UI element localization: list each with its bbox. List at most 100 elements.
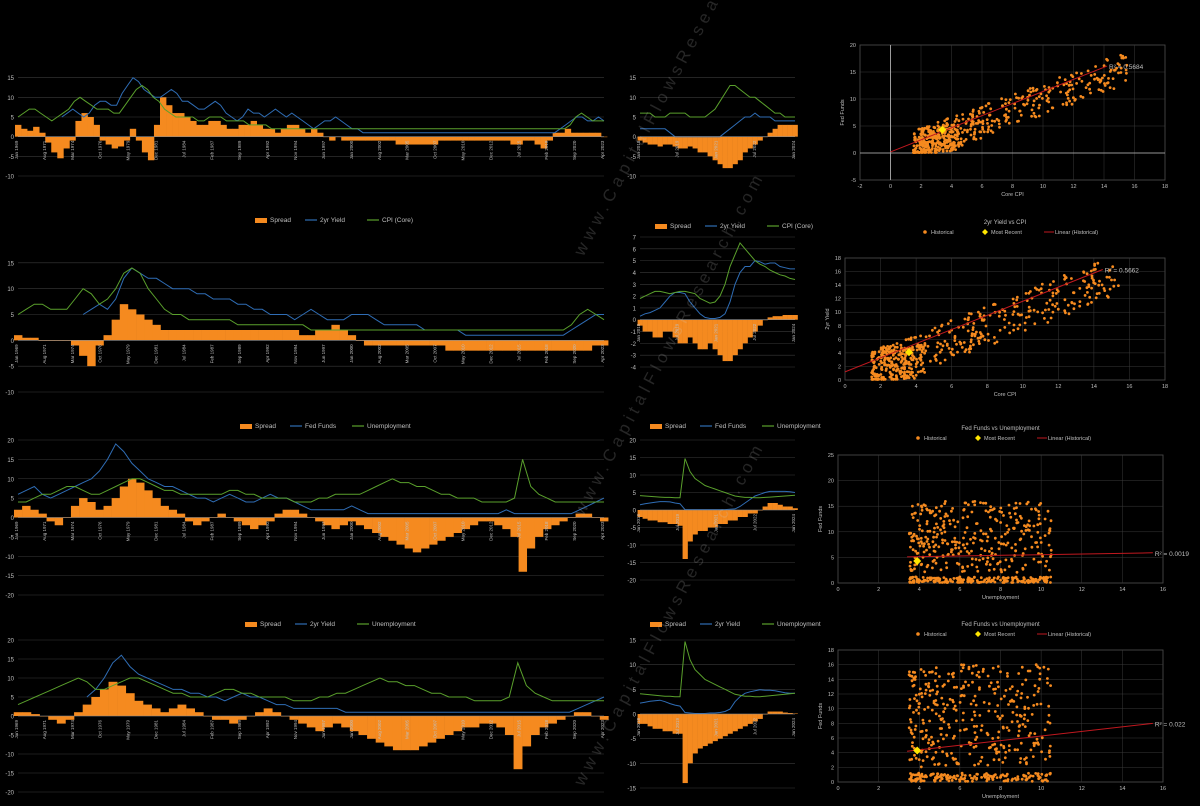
legend-label: Fed Funds xyxy=(715,423,747,430)
spread-bar xyxy=(687,136,693,147)
scatter-point xyxy=(936,341,940,345)
spread-bar xyxy=(372,517,381,533)
scatter-point xyxy=(1047,713,1051,717)
scatter-point xyxy=(993,710,997,713)
scatter-point xyxy=(985,118,989,121)
scatter-point xyxy=(1018,761,1022,764)
scatter-point xyxy=(988,550,991,553)
spread-bar xyxy=(667,136,673,145)
scatter-point xyxy=(924,674,927,677)
spread-bar xyxy=(687,714,693,764)
legend-label: Spread xyxy=(665,423,686,430)
scatter-point xyxy=(928,545,931,549)
scatter-point xyxy=(962,341,966,344)
scatter-point xyxy=(978,342,981,345)
spread-bar xyxy=(453,340,462,351)
scatter-point xyxy=(934,750,938,754)
scatter-point xyxy=(1049,581,1052,584)
spread-bar xyxy=(712,319,718,350)
scatter-point xyxy=(961,113,964,116)
scatter-point xyxy=(1048,749,1051,753)
scatter-point xyxy=(992,758,996,762)
scatter-point xyxy=(975,565,979,569)
scatter-point xyxy=(996,715,1000,718)
scatter-point xyxy=(1017,672,1021,675)
scatter-point xyxy=(926,344,930,348)
scatter-point xyxy=(973,131,977,134)
scatter-point xyxy=(1003,326,1007,329)
scatter-point xyxy=(930,757,934,761)
y-tick-label: -1 xyxy=(631,330,637,336)
scatter-point xyxy=(945,754,949,758)
spread-bar xyxy=(153,124,161,137)
scatter-point xyxy=(947,136,951,140)
scatter-point xyxy=(934,672,938,675)
spread-bar xyxy=(697,510,703,531)
spread-bar xyxy=(395,136,402,145)
scatter-point xyxy=(964,779,967,783)
scatter-point xyxy=(973,731,977,734)
x-tick-label: May 1979 xyxy=(126,344,131,364)
x-tick-label: 2 xyxy=(877,786,880,792)
scatter-point xyxy=(941,717,944,720)
spread-bar xyxy=(510,136,517,145)
scatter-point xyxy=(988,515,992,519)
scatter-point xyxy=(919,363,923,367)
scatter-point xyxy=(952,707,956,711)
scatter-point xyxy=(948,726,951,729)
scatter-point xyxy=(979,538,982,542)
scatter-point xyxy=(1116,62,1120,65)
spread-bar xyxy=(443,136,451,141)
spread-bar xyxy=(642,714,648,724)
scatter-point xyxy=(1039,502,1043,505)
spread-bar xyxy=(208,120,215,137)
scatter-point xyxy=(959,550,963,553)
scatter-point xyxy=(934,144,938,148)
scatter-point xyxy=(933,326,937,330)
scatter-point xyxy=(919,512,923,516)
scatter-point xyxy=(922,550,926,554)
y-tick-label: 6 xyxy=(633,247,637,253)
scatter-point xyxy=(993,341,997,345)
scatter-point xyxy=(907,362,910,365)
spread-bar xyxy=(404,517,414,549)
scatter-point xyxy=(1048,568,1051,572)
scatter-point xyxy=(942,136,946,140)
spread-bar xyxy=(250,517,259,530)
scatter-point xyxy=(996,680,999,684)
scatter-point xyxy=(962,536,965,540)
spread-bar xyxy=(323,716,333,728)
scatter-point xyxy=(923,578,927,582)
scatter-point xyxy=(877,350,881,354)
scatter-point xyxy=(899,343,903,347)
scatter-point xyxy=(978,558,981,562)
spread-bar xyxy=(657,319,663,338)
x-axis-label: Unemployment xyxy=(982,794,1019,800)
scatter-point xyxy=(1105,81,1109,85)
scatter-point xyxy=(1082,270,1085,274)
scatter-point xyxy=(908,366,911,370)
x-tick-label: Jul 1984 xyxy=(181,344,186,362)
x-tick-label: Sep 1989 xyxy=(237,720,242,740)
scatter-point xyxy=(923,570,927,574)
scatter-point xyxy=(1098,80,1102,84)
legend-label: 2yr Yield xyxy=(715,621,740,628)
scatter-point xyxy=(910,679,914,683)
scatter-point xyxy=(915,534,918,538)
spread-bar xyxy=(375,716,385,743)
scatter-point xyxy=(936,124,940,128)
scatter-point xyxy=(908,706,911,710)
spread-bar xyxy=(166,105,173,137)
x-tick-label: 18 xyxy=(1162,384,1168,390)
scatter-point xyxy=(928,509,932,512)
scatter-point xyxy=(945,344,949,347)
scatter-point xyxy=(995,776,999,779)
scatter-point xyxy=(1045,559,1048,563)
scatter-point xyxy=(1023,757,1026,761)
spread-bar xyxy=(697,136,703,153)
scatter-point xyxy=(903,370,906,374)
scatter-point xyxy=(922,721,925,725)
spread-bar xyxy=(496,716,506,728)
scatter-point xyxy=(967,576,970,579)
scatter-point xyxy=(960,687,963,690)
